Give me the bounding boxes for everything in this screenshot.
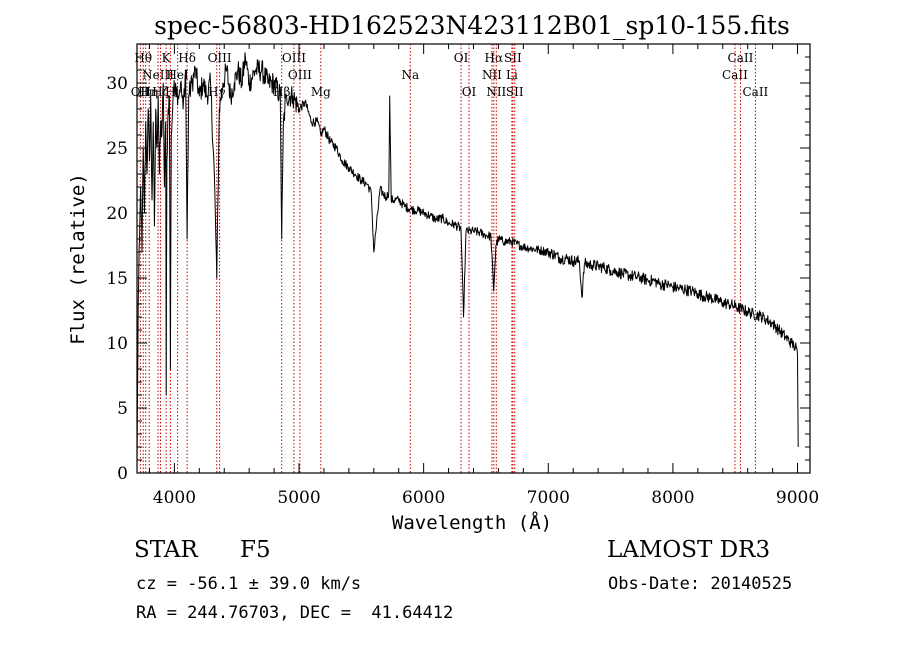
marker-label: OIII (208, 51, 232, 65)
marker-label: CaII (742, 85, 768, 99)
object-subclass: F5 (240, 537, 271, 563)
marker-label: SII (506, 85, 524, 99)
marker-label: Na (401, 68, 419, 82)
marker-label: HeI (166, 68, 189, 82)
marker-label: SII (504, 51, 522, 65)
y-tick-label: 5 (117, 399, 128, 419)
y-tick-label: 10 (106, 334, 128, 354)
coords-text: RA = 244.76703, DEC = 41.64412 (136, 603, 454, 623)
marker-label: Hα (485, 51, 504, 65)
marker-label: Li (506, 68, 518, 82)
marker-label: OIII (282, 51, 306, 65)
plot-frame (136, 43, 811, 474)
x-tick-label: 8000 (651, 488, 694, 508)
marker-label: K (162, 51, 172, 65)
marker-label: Hδ (178, 51, 196, 65)
marker-label: OI (454, 51, 469, 65)
x-tick-label: 6000 (402, 488, 445, 508)
line-markers: OIIHθHιHηNeIIIHζKHHeIHδHγOIIIHβOIIIOIIIM… (131, 44, 769, 473)
marker-label: Hι (138, 85, 153, 99)
survey-name: LAMOST DR3 (607, 537, 771, 563)
marker-label: NII (486, 85, 506, 99)
spectrum-line (136, 52, 799, 467)
marker-label: OII (131, 85, 151, 99)
x-tick-label: 5000 (277, 488, 320, 508)
marker-label: Hθ (134, 51, 152, 65)
marker-label: Hζ (152, 85, 169, 99)
x-axis-label: Wavelength (Å) (392, 511, 552, 534)
x-tick-label: 9000 (776, 488, 819, 508)
x-tick-label: 7000 (527, 488, 570, 508)
marker-label: NeIII (142, 68, 174, 82)
y-tick-label: 30 (106, 74, 128, 94)
y-tick-label: 20 (106, 204, 128, 224)
y-axis-label: Flux (relative) (67, 173, 89, 345)
marker-label: OI (462, 85, 477, 99)
object-class: STAR (134, 537, 198, 563)
marker-label: Mg (311, 85, 331, 99)
y-tick-label: 25 (106, 139, 128, 159)
marker-label: CaII (728, 51, 754, 65)
axis-ticks: 4000 5000 6000 7000 8000 9000 0 5 10 15 20 25 30 (106, 44, 819, 508)
marker-label: CaII (722, 68, 748, 82)
plot-area (136, 43, 811, 474)
marker-label: OIII (288, 68, 312, 82)
marker-label: NII (482, 68, 502, 82)
y-tick-label: 15 (106, 269, 128, 289)
redshift-text: cz = -56.1 ± 39.0 km/s (136, 574, 362, 594)
x-tick-label: 4000 (153, 488, 196, 508)
marker-label: H (165, 85, 175, 99)
marker-label: Hη (140, 85, 158, 99)
obs-date-text: Obs-Date: 20140525 (608, 574, 793, 594)
y-tick-label: 0 (117, 464, 128, 484)
chart-title: spec-56803-HD162523N423112B01_sp10-155.f… (154, 11, 790, 40)
